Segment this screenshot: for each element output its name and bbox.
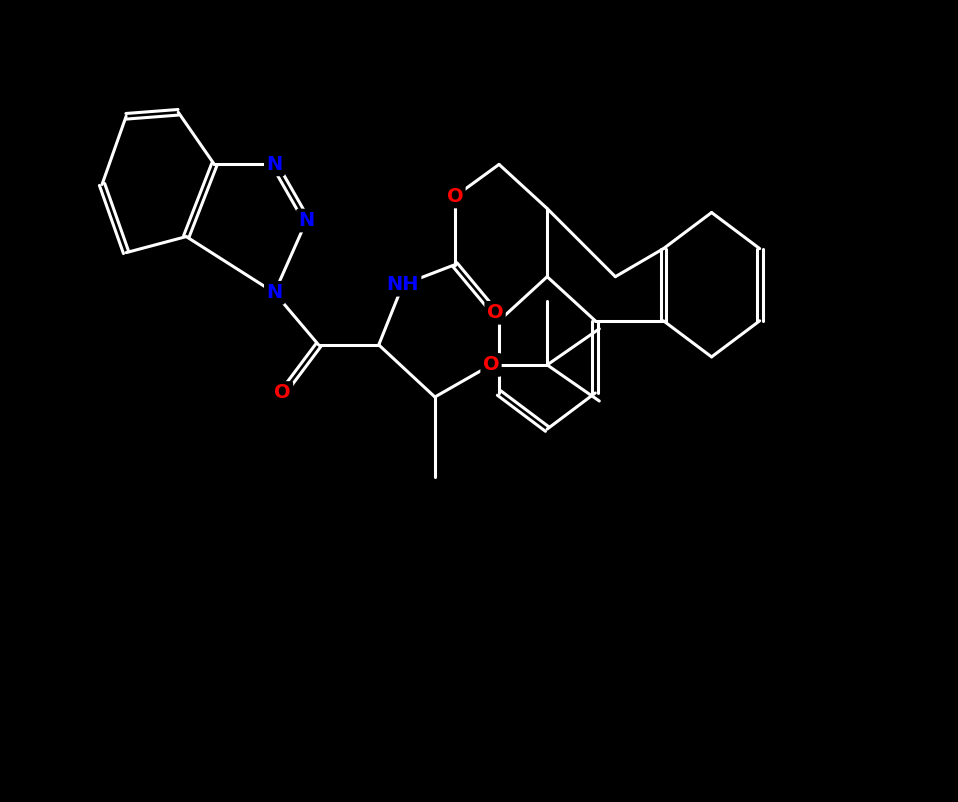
Text: O: O (483, 355, 499, 375)
Text: NH: NH (387, 275, 419, 294)
Text: O: O (274, 383, 291, 403)
Text: N: N (266, 283, 283, 302)
Text: N: N (266, 155, 283, 174)
Text: N: N (299, 211, 314, 230)
Text: O: O (487, 303, 503, 322)
Text: O: O (446, 187, 464, 206)
